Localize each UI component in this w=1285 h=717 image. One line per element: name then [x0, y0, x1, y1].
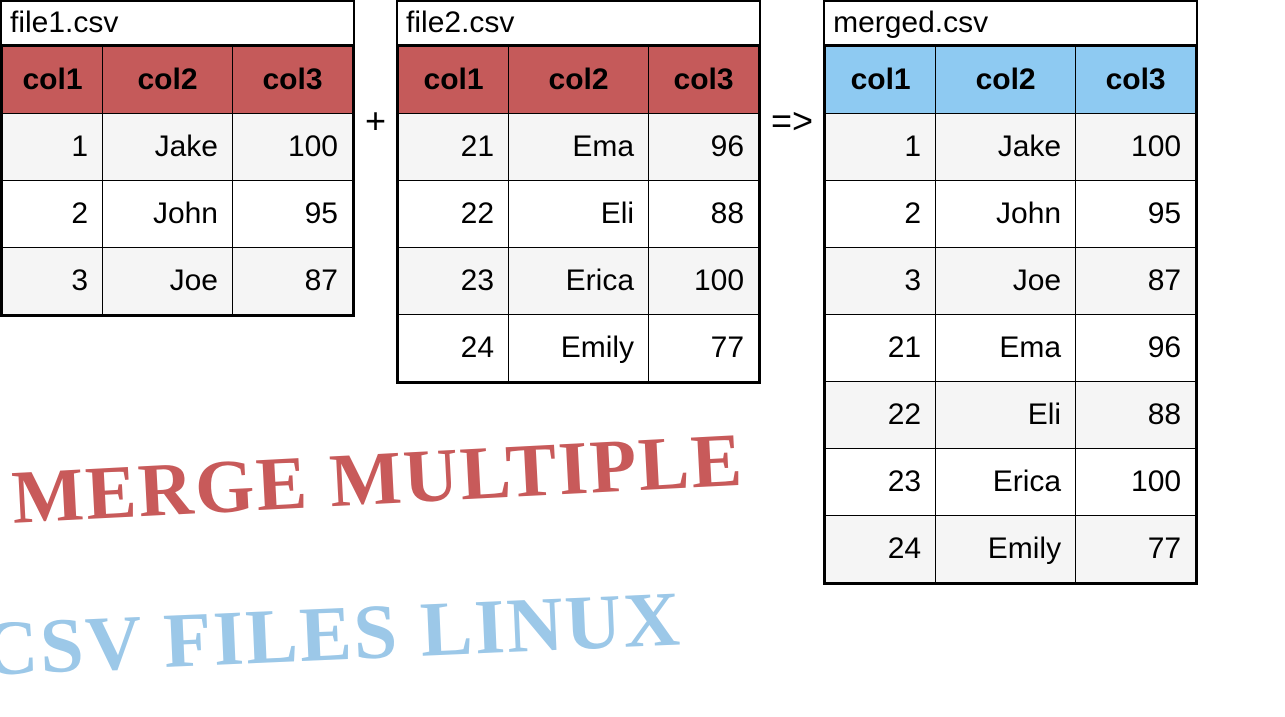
table-cell: Jake: [103, 114, 233, 181]
table-cell: 21: [826, 315, 936, 382]
table-cell: 24: [826, 516, 936, 583]
table-row: 22Eli88: [399, 181, 759, 248]
table-cell: 23: [399, 248, 509, 315]
table-cell: Ema: [509, 114, 649, 181]
arrow-operator: =>: [761, 100, 823, 142]
table-cell: Eli: [936, 382, 1076, 449]
table: col1 col2 col3 21Ema9622Eli8823Erica1002…: [398, 46, 759, 382]
table-body: 1Jake1002John953Joe87: [3, 114, 353, 315]
table-row: 1Jake100: [826, 114, 1196, 181]
table-title: merged.csv: [825, 2, 1196, 46]
col-header: col1: [399, 47, 509, 114]
table-cell: 23: [826, 449, 936, 516]
table-cell: Emily: [509, 315, 649, 382]
table-row: 24Emily77: [826, 516, 1196, 583]
table-row: 1Jake100: [3, 114, 353, 181]
table-cell: 88: [649, 181, 759, 248]
table-cell: 2: [826, 181, 936, 248]
table-cell: 22: [399, 181, 509, 248]
table: col1 col2 col3 1Jake1002John953Joe8721Em…: [825, 46, 1196, 583]
caption-line-2: CSV FILES LINUX: [0, 579, 683, 687]
table-cell: 96: [1076, 315, 1196, 382]
table-cell: 100: [1076, 114, 1196, 181]
table-cell: 88: [1076, 382, 1196, 449]
table-row: 23Erica100: [826, 449, 1196, 516]
table-cell: 77: [1076, 516, 1196, 583]
table-file2: file2.csv col1 col2 col3 21Ema9622Eli882…: [396, 0, 761, 384]
table-cell: John: [936, 181, 1076, 248]
table-row: 2John95: [826, 181, 1196, 248]
table-cell: 95: [1076, 181, 1196, 248]
table-cell: 77: [649, 315, 759, 382]
table-cell: Emily: [936, 516, 1076, 583]
table-row: 21Ema96: [826, 315, 1196, 382]
plus-operator: +: [355, 100, 396, 142]
col-header: col2: [936, 47, 1076, 114]
col-header: col1: [3, 47, 103, 114]
table-title: file2.csv: [398, 2, 759, 46]
table-cell: 87: [233, 248, 353, 315]
table-cell: 2: [3, 181, 103, 248]
col-header: col2: [509, 47, 649, 114]
table-cell: 100: [1076, 449, 1196, 516]
table-cell: 22: [826, 382, 936, 449]
col-header: col2: [103, 47, 233, 114]
table-cell: 100: [233, 114, 353, 181]
table-cell: 21: [399, 114, 509, 181]
table-cell: 3: [3, 248, 103, 315]
table-body: 1Jake1002John953Joe8721Ema9622Eli8823Eri…: [826, 114, 1196, 583]
table-cell: 1: [3, 114, 103, 181]
table-cell: 100: [649, 248, 759, 315]
table-cell: 95: [233, 181, 353, 248]
table-cell: Ema: [936, 315, 1076, 382]
table-row: 22Eli88: [826, 382, 1196, 449]
table-row: 3Joe87: [826, 248, 1196, 315]
table-title: file1.csv: [2, 2, 353, 46]
col-header: col3: [1076, 47, 1196, 114]
table-row: 21Ema96: [399, 114, 759, 181]
table-cell: 3: [826, 248, 936, 315]
table-cell: Jake: [936, 114, 1076, 181]
table-cell: 1: [826, 114, 936, 181]
col-header: col1: [826, 47, 936, 114]
table-cell: Joe: [103, 248, 233, 315]
table-cell: 24: [399, 315, 509, 382]
table-merged: merged.csv col1 col2 col3 1Jake1002John9…: [823, 0, 1198, 585]
table-file1: file1.csv col1 col2 col3 1Jake1002John95…: [0, 0, 355, 317]
table-cell: Eli: [509, 181, 649, 248]
table-cell: Erica: [936, 449, 1076, 516]
table-cell: Erica: [509, 248, 649, 315]
table-cell: Joe: [936, 248, 1076, 315]
table-cell: 96: [649, 114, 759, 181]
table-body: 21Ema9622Eli8823Erica10024Emily77: [399, 114, 759, 382]
table-cell: 87: [1076, 248, 1196, 315]
table: col1 col2 col3 1Jake1002John953Joe87: [2, 46, 353, 315]
table-cell: John: [103, 181, 233, 248]
table-row: 23Erica100: [399, 248, 759, 315]
table-row: 2John95: [3, 181, 353, 248]
table-row: 3Joe87: [3, 248, 353, 315]
col-header: col3: [233, 47, 353, 114]
table-row: 24Emily77: [399, 315, 759, 382]
col-header: col3: [649, 47, 759, 114]
